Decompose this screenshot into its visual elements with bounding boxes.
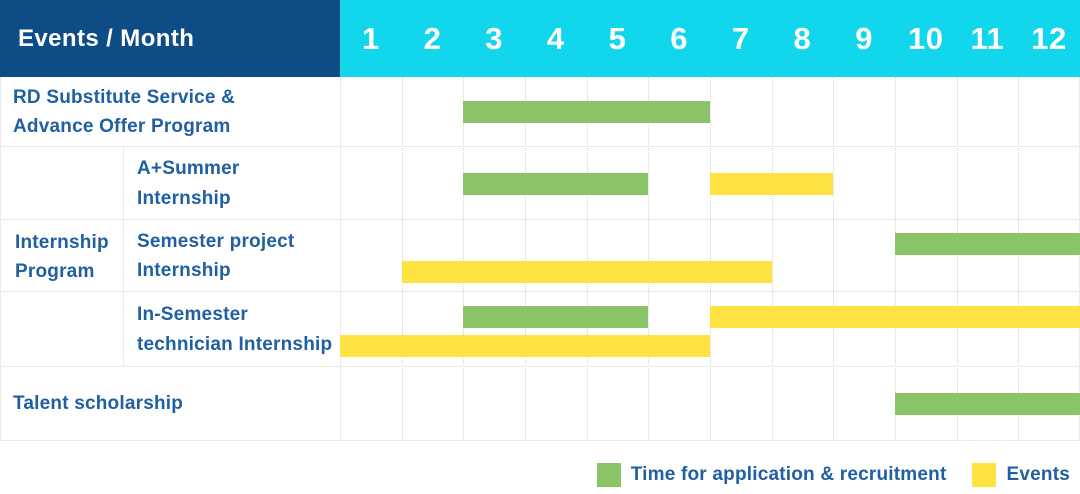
grid-column-line [401,77,403,441]
legend-label: Time for application & recruitment [630,464,947,485]
month-header-cell: 7 [731,20,750,56]
row-label-text: Talent scholarship [13,393,184,415]
table-left-border [0,77,1,441]
legend: Time for application & recruitment Events [596,463,1070,487]
gantt-bar-events [710,306,1080,328]
group-label-cell: Internship Program [0,147,123,367]
row-label-text: In-Semester technician Internship [137,304,333,355]
row-label-text: RD Substitute Service & Advance Offer Pr… [13,86,236,137]
gantt-bar-events [340,335,710,357]
grid-column-line [710,77,711,441]
grid-column-line [833,77,835,441]
row-separator [0,146,1080,147]
row-separator [0,366,1080,367]
legend-swatch-events [972,463,997,487]
month-header-cell: 4 [546,20,565,56]
month-header-cell: 2 [423,20,442,56]
month-header-cell: 10 [907,20,944,56]
grid-column-line [463,77,465,441]
corner-header-cell: Events / Month [0,0,340,77]
row-separator [0,219,1080,220]
month-header-cell: 8 [793,20,812,56]
row-label-text: A+Summer Internship [137,158,240,209]
month-header-cell: 1 [361,20,380,56]
group-label-text: Internship Program [15,231,109,282]
month-header-row: 1 2 3 4 5 6 7 8 9 10 11 12 [340,0,1080,77]
gantt-bar-application [463,101,710,123]
grid-column-line [648,77,650,441]
row-label: A+Summer Internship [123,147,340,220]
row-label-text: Semester project Internship [137,230,295,281]
legend-item-application: Time for application & recruitment [596,463,947,487]
label-column-divider [340,77,341,441]
grid-column-line [895,77,896,441]
row-separator [0,291,1080,292]
corner-header-label: Events / Month [18,24,195,52]
grid-column-line [956,77,958,441]
month-header-cell: 11 [970,20,1005,56]
row-label: Talent scholarship [0,367,340,441]
legend-swatch-application [596,463,621,487]
month-header-cell: 9 [855,20,873,56]
month-header-cell: 12 [1031,20,1067,56]
month-header-cell: 6 [670,20,688,56]
legend-item-events: Events [972,463,1070,487]
gantt-bar-application [463,172,649,195]
grid-column-line [771,77,773,441]
row-separator [0,440,1080,441]
gantt-bar-events [710,172,834,195]
grid-column-line [586,77,588,441]
month-header-cell: 3 [485,20,504,56]
grid-column-line [525,77,526,441]
gantt-bar-application [895,393,1080,415]
gantt-bar-events [401,261,772,283]
row-label: RD Substitute Service & Advance Offer Pr… [0,77,340,147]
gantt-bar-application [463,306,649,328]
row-label: In-Semester technician Internship [123,292,340,367]
month-header-cell: 5 [608,20,627,56]
grid-column-line [1018,77,1020,441]
gantt-bar-application [895,233,1080,255]
group-column-divider [123,147,124,367]
row-label: Semester project Internship [123,220,340,292]
legend-label: Events [1006,464,1070,485]
